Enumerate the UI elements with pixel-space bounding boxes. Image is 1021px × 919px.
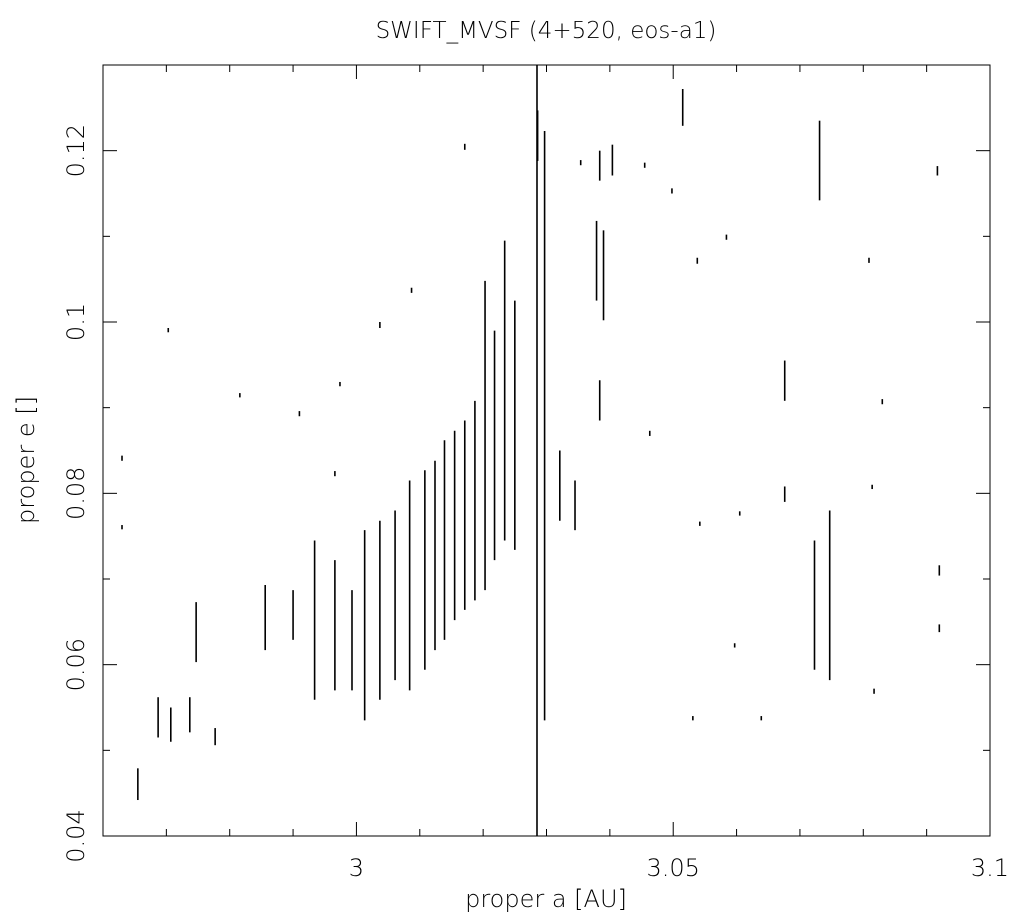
chart-title: SWIFT_MVSF (4+520, eos-a1) [376, 18, 717, 44]
plot-frame [102, 64, 991, 837]
y-tick-label: 0.1 [62, 303, 90, 341]
y-tick-label: 0.08 [62, 467, 90, 520]
y-tick-label: 0.04 [62, 809, 90, 862]
x-tick-label: 3.05 [646, 854, 699, 882]
x-tick-label: 3 [349, 854, 364, 882]
x-tick-label: 3.1 [971, 854, 1009, 882]
y-tick-label: 0.12 [62, 124, 90, 177]
x-axis-label: proper a [AU] [465, 885, 627, 913]
y-tick-label: 0.06 [62, 638, 90, 691]
y-axis-label: proper e [] [12, 396, 40, 524]
